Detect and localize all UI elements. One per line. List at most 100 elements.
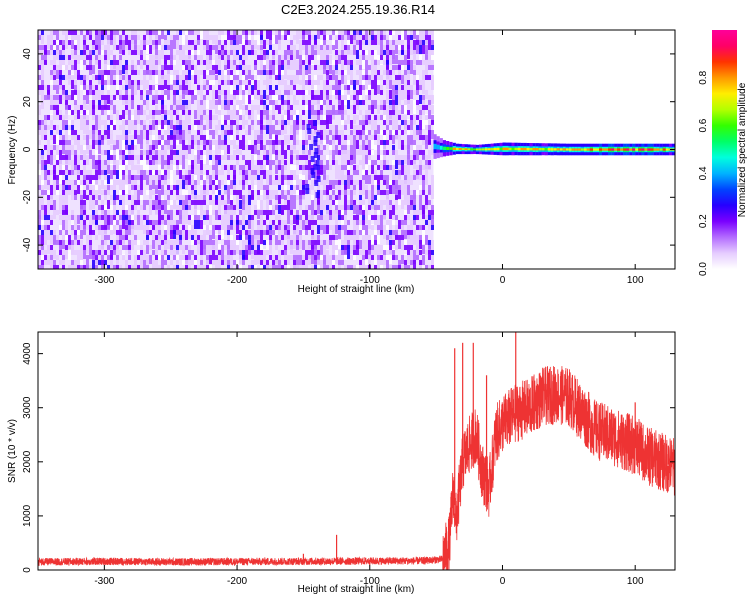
heatmap-cell — [317, 250, 320, 259]
heatmap-cell — [50, 195, 53, 200]
heatmap-cell — [326, 195, 329, 200]
heatmap-cell — [380, 40, 383, 45]
heatmap-cell — [221, 200, 224, 205]
heatmap-cell — [185, 260, 188, 265]
heatmap-cell — [416, 240, 419, 249]
heatmap-cell — [230, 255, 233, 264]
heatmap-cell — [242, 235, 245, 240]
heatmap-cell — [272, 255, 275, 260]
heatmap-cell — [266, 60, 269, 69]
heatmap-cell — [419, 195, 422, 200]
heatmap-cell — [209, 240, 212, 245]
heatmap-cell — [305, 215, 308, 224]
heatmap-cell — [125, 230, 128, 235]
heatmap-cell — [335, 150, 338, 155]
heatmap-cell — [263, 145, 266, 150]
heatmap-cell — [338, 90, 341, 95]
heatmap-cell — [251, 105, 254, 114]
heatmap-cell — [326, 35, 329, 40]
heatmap-cell — [353, 45, 356, 54]
heatmap-cell — [140, 120, 143, 125]
heatmap-cell — [329, 110, 332, 115]
heatmap-cell — [146, 150, 149, 159]
heatmap-cell — [431, 225, 434, 230]
heatmap-cell — [77, 170, 80, 175]
heatmap-cell — [344, 190, 347, 195]
heatmap-cell — [269, 30, 272, 35]
heatmap-cell — [428, 35, 431, 40]
heatmap-cell — [239, 125, 242, 130]
heatmap-cell — [176, 105, 179, 110]
heatmap-cell — [149, 120, 152, 129]
heatmap-cell — [257, 145, 260, 154]
heatmap-cell — [188, 145, 191, 154]
heatmap-cell — [185, 35, 188, 40]
heatmap-cell — [128, 45, 131, 50]
heatmap-cell — [347, 65, 350, 74]
heatmap-cell — [281, 150, 284, 155]
heatmap-cell — [38, 110, 41, 115]
heatmap-cell — [359, 220, 362, 229]
heatmap-cell — [263, 170, 266, 179]
heatmap-cell — [413, 130, 416, 135]
heatmap-cell — [41, 30, 44, 35]
heatmap-cell — [188, 30, 191, 35]
heatmap-cell — [344, 215, 347, 220]
heatmap-cell — [401, 50, 404, 55]
heatmap-cell — [107, 125, 110, 130]
heatmap-cell — [149, 185, 152, 190]
heatmap-cell — [92, 110, 95, 115]
heatmap-cell — [89, 60, 92, 65]
heatmap-cell — [302, 170, 305, 179]
heatmap-cell — [404, 250, 407, 255]
heatmap-cell — [326, 215, 329, 220]
heatmap-cell — [431, 215, 434, 220]
heatmap-cell — [413, 175, 416, 180]
heatmap-cell — [341, 220, 344, 225]
heatmap-cell — [371, 250, 374, 255]
heatmap-cell — [200, 60, 203, 65]
heatmap-cell — [209, 175, 212, 180]
heatmap-cell — [647, 148, 651, 151]
heatmap-cell — [44, 145, 47, 150]
heatmap-cell — [272, 60, 275, 65]
heatmap-cell — [164, 215, 167, 224]
heatmap-cell — [251, 240, 254, 245]
heatmap-cell — [419, 130, 422, 135]
heatmap-cell — [260, 220, 263, 225]
heatmap-cell — [176, 35, 179, 40]
heatmap-cell — [296, 155, 299, 160]
heatmap-cell — [122, 220, 125, 229]
heatmap-cell — [155, 60, 158, 65]
heatmap-cell — [380, 35, 383, 40]
heatmap-cell — [227, 185, 230, 190]
heatmap-cell — [41, 55, 44, 64]
heatmap-cell — [53, 75, 56, 80]
heatmap-cell — [143, 70, 146, 75]
heatmap-cell — [365, 245, 368, 254]
heatmap-cell — [209, 140, 212, 149]
heatmap-cell — [305, 255, 308, 260]
heatmap-cell — [125, 40, 128, 45]
heatmap-cell — [323, 115, 326, 120]
heatmap-cell — [383, 70, 386, 75]
heatmap-cell — [260, 230, 263, 235]
heatmap-cell — [116, 30, 119, 35]
heatmap-cell — [65, 175, 68, 180]
heatmap-cell — [272, 155, 275, 160]
heatmap-cell — [200, 170, 203, 179]
heatmap-cell — [245, 50, 248, 59]
heatmap-cell — [341, 65, 344, 70]
heatmap-cell — [266, 170, 269, 175]
heatmap-cell — [218, 50, 221, 59]
heatmap-cell — [164, 110, 167, 119]
heatmap-cell — [365, 65, 368, 70]
heatmap-cell — [410, 65, 413, 74]
heatmap-ylabel: Frequency (Hz) — [7, 116, 18, 185]
heatmap-cell — [251, 90, 254, 95]
heatmap-cell — [245, 250, 248, 259]
heatmap-cell — [281, 205, 284, 214]
heatmap-cell — [56, 145, 59, 150]
heatmap-cell — [50, 245, 53, 250]
heatmap-cell — [149, 190, 152, 199]
